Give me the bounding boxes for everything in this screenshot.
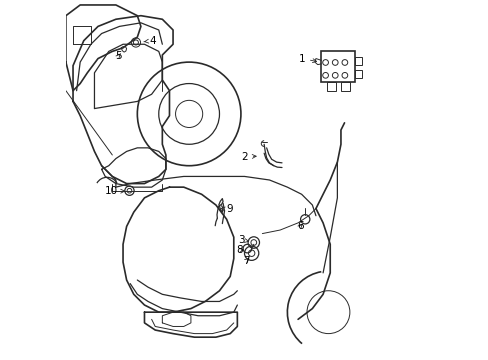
Text: 10: 10	[104, 186, 124, 197]
Text: 8: 8	[236, 246, 243, 255]
Text: 5: 5	[115, 51, 122, 61]
Text: 9: 9	[220, 204, 232, 214]
Bar	[340, 82, 349, 91]
Text: 6: 6	[296, 221, 303, 231]
Text: 3: 3	[238, 235, 248, 245]
Bar	[321, 51, 354, 82]
Bar	[326, 82, 335, 91]
Text: 4: 4	[143, 36, 156, 46]
Text: 1: 1	[298, 54, 316, 64]
Text: 2: 2	[241, 152, 256, 162]
Bar	[354, 57, 362, 64]
Bar	[354, 70, 362, 78]
Text: 7: 7	[243, 256, 249, 266]
